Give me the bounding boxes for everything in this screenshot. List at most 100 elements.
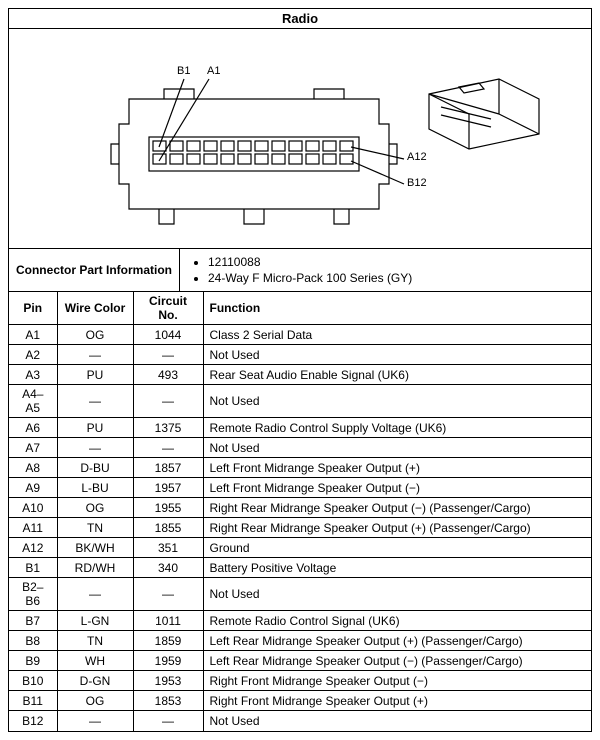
cell-circuit: 1957 <box>133 478 203 498</box>
cell-wire: — <box>57 438 133 458</box>
cell-wire: RD/WH <box>57 558 133 578</box>
table-row: A3PU493Rear Seat Audio Enable Signal (UK… <box>9 365 591 385</box>
cell-function: Not Used <box>203 711 591 731</box>
cell-wire: WH <box>57 651 133 671</box>
cell-pin: A4–A5 <box>9 385 57 418</box>
cell-function: Not Used <box>203 385 591 418</box>
cell-pin: B10 <box>9 671 57 691</box>
cell-function: Class 2 Serial Data <box>203 325 591 345</box>
cell-wire: — <box>57 385 133 418</box>
cell-pin: B9 <box>9 651 57 671</box>
table-row: B9WH1959Left Rear Midrange Speaker Outpu… <box>9 651 591 671</box>
cell-circuit: 1044 <box>133 325 203 345</box>
cell-circuit: 1859 <box>133 631 203 651</box>
cell-circuit: 1857 <box>133 458 203 478</box>
cell-pin: B7 <box>9 611 57 631</box>
pinout-table: Pin Wire Color Circuit No. Function A1OG… <box>9 292 591 731</box>
cell-wire: TN <box>57 631 133 651</box>
cell-function: Not Used <box>203 578 591 611</box>
cell-circuit: — <box>133 345 203 365</box>
cell-wire: D-BU <box>57 458 133 478</box>
connector-info-items: 12110088 24-Way F Micro-Pack 100 Series … <box>180 249 591 291</box>
cell-function: Rear Seat Audio Enable Signal (UK6) <box>203 365 591 385</box>
cell-circuit: 1011 <box>133 611 203 631</box>
cell-wire: L-BU <box>57 478 133 498</box>
table-row: A8D-BU1857Left Front Midrange Speaker Ou… <box>9 458 591 478</box>
cell-function: Remote Radio Control Supply Voltage (UK6… <box>203 418 591 438</box>
cell-wire: PU <box>57 365 133 385</box>
cell-function: Right Front Midrange Speaker Output (−) <box>203 671 591 691</box>
cell-wire: BK/WH <box>57 538 133 558</box>
cell-wire: D-GN <box>57 671 133 691</box>
cell-function: Not Used <box>203 438 591 458</box>
table-row: B10D-GN1953Right Front Midrange Speaker … <box>9 671 591 691</box>
cell-pin: A12 <box>9 538 57 558</box>
cell-function: Remote Radio Control Signal (UK6) <box>203 611 591 631</box>
cell-wire: — <box>57 711 133 731</box>
label-a12: A12 <box>407 151 427 163</box>
cell-pin: A1 <box>9 325 57 345</box>
cell-wire: OG <box>57 325 133 345</box>
connector-part-number: 12110088 <box>208 255 583 269</box>
cell-wire: — <box>57 345 133 365</box>
label-b1: B1 <box>177 65 190 77</box>
table-row: A10OG1955Right Rear Midrange Speaker Out… <box>9 498 591 518</box>
connector-info-list: 12110088 24-Way F Micro-Pack 100 Series … <box>188 255 583 285</box>
table-row: B11OG1853Right Front Midrange Speaker Ou… <box>9 691 591 711</box>
table-header-row: Pin Wire Color Circuit No. Function <box>9 292 591 325</box>
cell-pin: A2 <box>9 345 57 365</box>
cell-pin: A3 <box>9 365 57 385</box>
table-row: B12——Not Used <box>9 711 591 731</box>
table-row: A6PU1375Remote Radio Control Supply Volt… <box>9 418 591 438</box>
cell-circuit: 493 <box>133 365 203 385</box>
cell-wire: OG <box>57 498 133 518</box>
cell-pin: A8 <box>9 458 57 478</box>
cell-pin: B2–B6 <box>9 578 57 611</box>
cell-function: Ground <box>203 538 591 558</box>
cell-circuit: 1853 <box>133 691 203 711</box>
cell-function: Right Front Midrange Speaker Output (+) <box>203 691 591 711</box>
connector-svg <box>9 29 591 249</box>
table-row: A2——Not Used <box>9 345 591 365</box>
connector-description: 24-Way F Micro-Pack 100 Series (GY) <box>208 271 583 285</box>
cell-function: Left Front Midrange Speaker Output (−) <box>203 478 591 498</box>
label-b12: B12 <box>407 177 427 189</box>
col-function: Function <box>203 292 591 325</box>
cell-function: Right Rear Midrange Speaker Output (−) (… <box>203 498 591 518</box>
table-body: A1OG1044Class 2 Serial DataA2——Not UsedA… <box>9 325 591 731</box>
cell-wire: PU <box>57 418 133 438</box>
document-frame: Radio <box>8 8 592 732</box>
cell-circuit: 1953 <box>133 671 203 691</box>
title: Radio <box>9 9 591 29</box>
cell-circuit: 1959 <box>133 651 203 671</box>
cell-circuit: 340 <box>133 558 203 578</box>
cell-circuit: 1855 <box>133 518 203 538</box>
connector-diagram: B1 A1 A12 B12 <box>9 29 591 249</box>
cell-pin: A6 <box>9 418 57 438</box>
cell-wire: OG <box>57 691 133 711</box>
cell-pin: B8 <box>9 631 57 651</box>
col-wire: Wire Color <box>57 292 133 325</box>
cell-function: Battery Positive Voltage <box>203 558 591 578</box>
table-row: A12BK/WH351Ground <box>9 538 591 558</box>
col-pin: Pin <box>9 292 57 325</box>
cell-pin: A11 <box>9 518 57 538</box>
cell-pin: A7 <box>9 438 57 458</box>
cell-circuit: 351 <box>133 538 203 558</box>
connector-info-row: Connector Part Information 12110088 24-W… <box>9 249 591 292</box>
col-circuit: Circuit No. <box>133 292 203 325</box>
cell-circuit: — <box>133 578 203 611</box>
cell-function: Left Rear Midrange Speaker Output (+) (P… <box>203 631 591 651</box>
cell-pin: B12 <box>9 711 57 731</box>
cell-function: Left Rear Midrange Speaker Output (−) (P… <box>203 651 591 671</box>
table-row: A1OG1044Class 2 Serial Data <box>9 325 591 345</box>
table-row: A7——Not Used <box>9 438 591 458</box>
cell-pin: A9 <box>9 478 57 498</box>
table-row: B2–B6——Not Used <box>9 578 591 611</box>
cell-circuit: 1955 <box>133 498 203 518</box>
table-row: B7L-GN1011Remote Radio Control Signal (U… <box>9 611 591 631</box>
cell-wire: L-GN <box>57 611 133 631</box>
cell-wire: TN <box>57 518 133 538</box>
cell-wire: — <box>57 578 133 611</box>
connector-info-heading: Connector Part Information <box>9 249 180 291</box>
